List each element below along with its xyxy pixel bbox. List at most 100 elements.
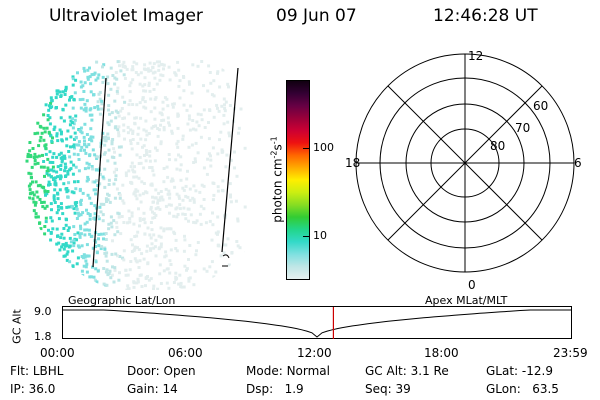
uv-pixel: [127, 169, 131, 173]
uv-pixel: [153, 70, 157, 74]
uv-pixel: [50, 139, 54, 143]
uv-pixel: [48, 122, 52, 126]
uv-pixel: [81, 211, 85, 215]
uv-pixel: [134, 71, 138, 74]
uv-pixel: [52, 128, 56, 131]
uv-pixel: [72, 152, 76, 156]
uv-pixel: [176, 145, 180, 149]
uv-pixel: [65, 144, 69, 148]
uv-pixel: [114, 167, 118, 171]
uv-pixel: [70, 190, 74, 194]
uv-pixel: [199, 222, 203, 226]
polar-label-0: 0: [468, 278, 476, 292]
uv-pixel: [79, 126, 83, 130]
uv-pixel: [108, 112, 112, 116]
uv-pixel: [205, 269, 209, 273]
uv-pixel: [149, 247, 152, 251]
uv-pixel: [174, 277, 178, 281]
uv-pixel: [59, 175, 63, 179]
info-glat: GLat: -12.9: [486, 364, 553, 378]
uv-pixel: [156, 198, 160, 202]
uv-pixel: [122, 249, 126, 253]
uv-pixel: [83, 102, 87, 106]
uv-pixel: [110, 139, 114, 143]
uv-pixel: [161, 100, 165, 104]
timeline-axis-label: GC Alt: [10, 309, 24, 344]
uv-pixel: [106, 198, 110, 202]
uv-pixel: [100, 102, 104, 106]
uv-pixel: [133, 170, 137, 174]
uv-pixel: [149, 205, 153, 209]
uv-pixel: [64, 87, 68, 91]
uv-pixel: [37, 144, 41, 148]
uv-pixel: [42, 126, 46, 130]
uv-pixel: [130, 181, 134, 185]
uv-pixel: [112, 280, 116, 284]
uv-pixel: [120, 215, 124, 218]
uv-pixel: [139, 273, 143, 277]
uv-pixel: [106, 121, 110, 125]
uv-pixel: [149, 183, 153, 187]
uv-pixel: [195, 219, 199, 223]
uv-pixel: [122, 129, 126, 133]
uv-pixel: [72, 191, 76, 195]
uv-pixel: [144, 149, 148, 152]
uv-pixel: [150, 126, 154, 130]
uv-pixel: [177, 153, 180, 157]
uv-pixel: [88, 138, 91, 141]
uv-pixel: [35, 155, 39, 159]
uv-pixel: [177, 84, 181, 88]
uv-pixel: [139, 116, 143, 120]
uv-pixel: [31, 191, 35, 195]
uv-pixel: [153, 196, 157, 200]
uv-pixel: [133, 190, 137, 194]
uv-pixel: [127, 112, 131, 116]
uv-pixel: [78, 128, 82, 132]
uv-pixel: [134, 116, 138, 120]
uv-pixel: [144, 190, 148, 194]
uv-pixel: [202, 166, 206, 170]
uv-pixel: [182, 76, 186, 79]
uv-pixel: [124, 268, 128, 272]
uv-pixel: [122, 73, 126, 77]
uv-pixel: [94, 188, 97, 192]
uv-pixel: [94, 192, 98, 196]
uv-pixel: [66, 189, 70, 193]
uv-pixel: [135, 153, 139, 157]
uv-pixel: [114, 116, 118, 120]
uv-pixel: [102, 152, 106, 156]
uv-pixel: [89, 82, 93, 86]
uv-pixel: [178, 203, 182, 207]
uv-pixel: [85, 161, 89, 165]
uv-pixel: [158, 207, 162, 211]
uv-pixel: [158, 246, 162, 250]
uv-pixel: [89, 90, 93, 94]
uv-pixel: [165, 165, 169, 169]
uv-pixel: [47, 183, 50, 187]
uv-pixel: [58, 177, 62, 181]
uv-pixel: [189, 213, 193, 217]
uv-pixel: [170, 131, 174, 135]
timeline-right-title: Apex MLat/MLT: [425, 294, 508, 307]
header-title: Ultraviolet Imager: [49, 6, 203, 26]
uv-pixel: [145, 244, 149, 248]
uv-pixel: [34, 215, 38, 219]
uv-pixel: [59, 202, 63, 206]
uv-pixel: [99, 210, 103, 214]
uv-pixel: [62, 119, 66, 123]
uv-pixel: [138, 259, 142, 263]
uv-pixel: [43, 232, 47, 236]
uv-pixel: [178, 96, 182, 100]
uv-pixel: [142, 257, 146, 261]
uv-pixel: [96, 215, 100, 219]
uv-pixel: [115, 89, 119, 93]
uv-pixel: [179, 163, 183, 167]
uv-pixel: [80, 131, 84, 135]
uv-pixel: [222, 113, 226, 117]
uv-pixel: [110, 252, 114, 256]
uv-pixel: [94, 206, 98, 210]
uv-pixel: [149, 221, 153, 224]
uv-pixel: [157, 128, 161, 132]
uv-pixel: [147, 69, 151, 73]
uv-pixel: [131, 68, 135, 72]
